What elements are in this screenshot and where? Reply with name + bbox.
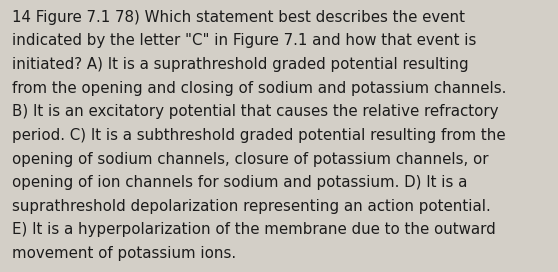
Text: B) It is an excitatory potential that causes the relative refractory: B) It is an excitatory potential that ca… bbox=[12, 104, 499, 119]
Text: suprathreshold depolarization representing an action potential.: suprathreshold depolarization representi… bbox=[12, 199, 491, 214]
Text: opening of sodium channels, closure of potassium channels, or: opening of sodium channels, closure of p… bbox=[12, 152, 489, 166]
Text: E) It is a hyperpolarization of the membrane due to the outward: E) It is a hyperpolarization of the memb… bbox=[12, 222, 496, 237]
Text: from the opening and closing of sodium and potassium channels.: from the opening and closing of sodium a… bbox=[12, 81, 507, 95]
Text: opening of ion channels for sodium and potassium. D) It is a: opening of ion channels for sodium and p… bbox=[12, 175, 468, 190]
Text: 14 Figure 7.1 78) Which statement best describes the event: 14 Figure 7.1 78) Which statement best d… bbox=[12, 10, 465, 24]
Text: movement of potassium ions.: movement of potassium ions. bbox=[12, 246, 237, 261]
Text: period. C) It is a subthreshold graded potential resulting from the: period. C) It is a subthreshold graded p… bbox=[12, 128, 506, 143]
Text: initiated? A) It is a suprathreshold graded potential resulting: initiated? A) It is a suprathreshold gra… bbox=[12, 57, 469, 72]
Text: indicated by the letter "C" in Figure 7.1 and how that event is: indicated by the letter "C" in Figure 7.… bbox=[12, 33, 477, 48]
